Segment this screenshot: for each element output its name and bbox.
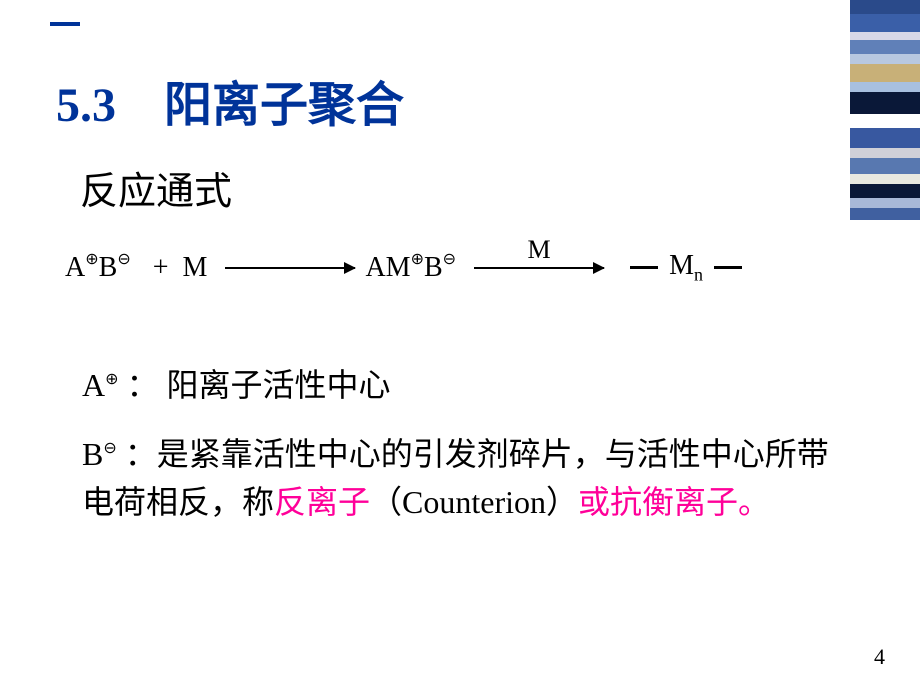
deco-bar (850, 14, 920, 32)
decorative-bars (850, 0, 920, 220)
deco-bar (850, 82, 920, 92)
page-number: 4 (874, 644, 885, 670)
def-A-letter: A (82, 367, 105, 403)
deco-bar (850, 40, 920, 54)
deco-bar (850, 54, 920, 64)
deco-bar (850, 92, 920, 114)
def-B-colon: ： (125, 436, 157, 472)
symbol-A: A (65, 252, 85, 283)
charge-minus-icon-2: ⊖ (443, 251, 456, 268)
deco-bar (850, 64, 920, 82)
charge-plus-icon: ⊕ (85, 251, 98, 268)
deco-bar (850, 114, 920, 128)
subscript-n: n (694, 265, 703, 285)
symbol-Mn: M (669, 250, 694, 281)
top-accent-line (50, 22, 80, 26)
deco-bar (850, 128, 920, 148)
definition-B: B⊖ ：是紧靠活性中心的引发剂碎片，与活性中心所带电荷相反，称反离子（Count… (82, 430, 860, 526)
section-subtitle: 反应通式 (80, 160, 232, 215)
reactant-A: A⊕B⊖ (65, 252, 131, 284)
deco-bar (850, 198, 920, 208)
def-A-charge-icon: ⊕ (105, 371, 118, 388)
charge-minus-icon: ⊖ (117, 251, 130, 268)
reaction-arrow-1 (225, 267, 355, 269)
polymer-bond-right (714, 266, 742, 269)
deco-bar (850, 184, 920, 198)
symbol-B-2: B (424, 252, 443, 283)
def-A-text: 阳离子活性中心 (167, 367, 391, 403)
def-B-highlight2: 或抗衡离子。 (578, 484, 770, 520)
polymer-bond-left (630, 266, 658, 269)
reaction-equation: A⊕B⊖ + M AM⊕B⊖ M Mn (65, 250, 754, 286)
slide-title: 5.3 阳离子聚合 (56, 65, 404, 135)
deco-bar (850, 208, 920, 220)
def-A-colon: ： (127, 367, 159, 403)
def-B-letter: B (82, 436, 103, 472)
symbol-AM: AM (365, 252, 410, 283)
deco-bar (850, 174, 920, 184)
def-B-charge-icon: ⊖ (103, 440, 116, 457)
deco-bar (850, 32, 920, 40)
def-A-symbol: A⊕ (82, 367, 127, 403)
reactant-M: M (183, 252, 208, 284)
reaction-arrow-2: M (474, 267, 604, 269)
slide: 5.3 阳离子聚合 反应通式 A⊕B⊖ + M AM⊕B⊖ M Mn A⊕ ： … (0, 0, 920, 690)
charge-plus-icon-2: ⊕ (411, 251, 424, 268)
def-B-text2: （Counterion） (370, 484, 578, 520)
product-polymer: Mn (626, 250, 746, 286)
intermediate-AMB: AM⊕B⊖ (365, 252, 456, 284)
def-B-highlight1: 反离子 (274, 484, 370, 520)
deco-bar (850, 0, 920, 14)
symbol-B: B (99, 252, 118, 283)
arrow-label-M: M (528, 235, 551, 265)
plus-sign: + (153, 252, 169, 284)
deco-bar (850, 158, 920, 174)
definition-A: A⊕ ： 阳离子活性中心 (82, 360, 391, 406)
def-B-symbol: B⊖ (82, 436, 125, 472)
deco-bar (850, 148, 920, 158)
